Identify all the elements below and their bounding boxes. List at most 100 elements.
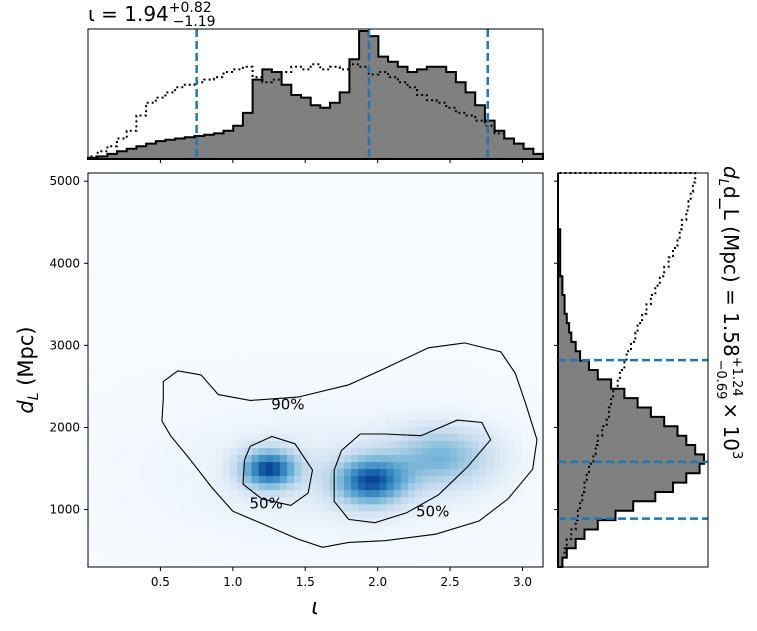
heatmap-cell xyxy=(358,482,366,491)
heatmap-cell xyxy=(287,229,295,237)
heatmap-cell xyxy=(230,229,238,237)
heatmap-cell xyxy=(109,545,118,554)
heatmap-cell xyxy=(358,173,366,181)
heatmap-cell xyxy=(336,538,345,547)
heatmap-cell xyxy=(151,552,160,561)
heatmap-cell xyxy=(116,447,125,456)
heatmap-cell xyxy=(102,257,110,266)
heatmap-cell xyxy=(407,201,416,209)
heatmap-cell xyxy=(287,201,295,209)
heatmap-cell xyxy=(180,433,189,441)
heatmap-cell xyxy=(215,222,224,230)
heatmap-cell xyxy=(365,278,373,287)
heatmap-cell xyxy=(358,362,366,371)
heatmap-cell xyxy=(237,306,246,315)
right-label-sup: +1.24 xyxy=(729,357,744,397)
heatmap-cell xyxy=(230,447,238,456)
heatmap-cell xyxy=(166,545,174,554)
heatmap-cell xyxy=(187,482,196,491)
heatmap-cell xyxy=(137,412,146,420)
heatmap-cell xyxy=(322,264,331,273)
heatmap-cell xyxy=(215,334,224,343)
heatmap-cell xyxy=(88,313,96,322)
heatmap-cell xyxy=(471,468,480,477)
heatmap-cell xyxy=(415,327,423,336)
heatmap-cell xyxy=(258,405,267,413)
heatmap-cell xyxy=(173,461,182,470)
heatmap-cell xyxy=(393,545,402,554)
heatmap-cell xyxy=(479,292,487,301)
heatmap-cell xyxy=(258,201,267,209)
heatmap-cell xyxy=(215,229,224,237)
heatmap-cell xyxy=(386,187,395,195)
heatmap-cell xyxy=(208,405,217,413)
heatmap-cell xyxy=(95,264,103,273)
heatmap-cell xyxy=(457,222,466,230)
heatmap-cell xyxy=(400,285,409,294)
heatmap-cell xyxy=(201,215,210,223)
heatmap-cell xyxy=(116,285,125,294)
heatmap-cell xyxy=(486,538,494,547)
heatmap-cell xyxy=(457,348,466,357)
heatmap-cell xyxy=(400,398,409,406)
heatmap-cell xyxy=(422,405,430,413)
heatmap-cell xyxy=(173,489,182,498)
heatmap-cell xyxy=(351,482,359,491)
heatmap-cell xyxy=(372,313,381,322)
heatmap-cell xyxy=(151,433,160,441)
heatmap-cell xyxy=(265,447,274,456)
heatmap-cell xyxy=(415,475,423,484)
heatmap-cell xyxy=(521,348,530,357)
heatmap-cell xyxy=(244,229,253,237)
heatmap-cell xyxy=(343,545,352,554)
heatmap-cell xyxy=(194,461,203,470)
heatmap-cell xyxy=(329,377,338,385)
heatmap-cell xyxy=(386,348,395,357)
heatmap-cell xyxy=(514,405,523,413)
heatmap-cell xyxy=(187,489,196,498)
heatmap-cell xyxy=(144,538,153,547)
heatmap-cell xyxy=(436,475,445,484)
heatmap-cell xyxy=(507,482,516,491)
heatmap-cell xyxy=(287,538,295,547)
heatmap-cell xyxy=(166,468,174,477)
heatmap-cell xyxy=(95,531,103,540)
heatmap-cell xyxy=(407,173,416,181)
heatmap-cell xyxy=(130,348,139,357)
heatmap-cell xyxy=(244,552,253,561)
heatmap-cell xyxy=(365,419,373,427)
heatmap-cell xyxy=(500,362,509,371)
heatmap-cell xyxy=(322,222,331,230)
heatmap-cell xyxy=(336,370,345,378)
heatmap-cell xyxy=(109,257,118,266)
heatmap-cell xyxy=(386,489,395,498)
heatmap-cell xyxy=(343,552,352,561)
heatmap-cell xyxy=(322,180,331,188)
heatmap-cell xyxy=(187,243,196,251)
heatmap-cell xyxy=(336,264,345,273)
heatmap-cell xyxy=(443,257,452,266)
heatmap-cell xyxy=(137,327,146,336)
heatmap-cell xyxy=(336,180,345,188)
heatmap-cell xyxy=(450,412,459,420)
heatmap-cell xyxy=(215,355,224,364)
heatmap-cell xyxy=(244,489,253,498)
heatmap-cell xyxy=(265,313,274,322)
heatmap-cell xyxy=(386,440,395,448)
heatmap-cell xyxy=(322,461,331,470)
heatmap-cell xyxy=(450,482,459,491)
heatmap-cell xyxy=(386,398,395,406)
heatmap-cell xyxy=(151,215,160,223)
heatmap-cell xyxy=(450,285,459,294)
heatmap-cell xyxy=(514,264,523,273)
heatmap-cell xyxy=(230,503,238,512)
heatmap-cell xyxy=(194,257,203,266)
heatmap-cell xyxy=(265,503,274,512)
heatmap-cell xyxy=(265,173,274,181)
heatmap-cell xyxy=(258,208,267,216)
heatmap-cell xyxy=(88,559,96,568)
heatmap-cell xyxy=(215,313,224,322)
heatmap-cell xyxy=(450,355,459,364)
heatmap-cell xyxy=(144,215,153,223)
heatmap-cell xyxy=(244,454,253,463)
